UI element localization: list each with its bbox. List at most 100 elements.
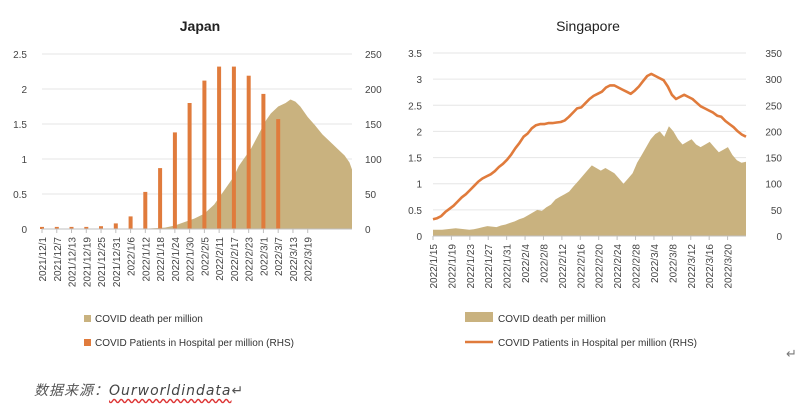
japan-hospital-bar bbox=[113, 223, 118, 229]
singapore-legend-death-label: COVID death per million bbox=[498, 314, 606, 325]
japan-death-area-shape bbox=[42, 99, 352, 229]
japan-x-tick-label: 2022/1/24 bbox=[171, 237, 182, 282]
singapore-hospital-line-path bbox=[432, 72, 747, 221]
japan-hospital-bar bbox=[246, 75, 251, 229]
japan-chart-title: Japan bbox=[180, 18, 220, 34]
japan-x-tick-label: 2022/1/18 bbox=[156, 237, 167, 282]
singapore-x-tick-label: 2022/3/16 bbox=[705, 244, 716, 289]
japan-death-area bbox=[42, 99, 352, 229]
singapore-x-tick-label: 2022/1/31 bbox=[503, 244, 514, 289]
japan-left-tick-label: 0.5 bbox=[13, 190, 27, 201]
japan-hospital-bar bbox=[143, 191, 148, 229]
source-para-mark: ↵ bbox=[231, 383, 245, 399]
singapore-x-tick-label: 2022/2/24 bbox=[613, 244, 624, 289]
japan-x-tick-label: 2021/12/19 bbox=[82, 237, 93, 287]
japan-hospital-bar bbox=[261, 93, 266, 230]
japan-x-tick-label: 2021/12/25 bbox=[97, 237, 108, 287]
japan-hospital-bar bbox=[69, 226, 74, 229]
japan-legend: COVID death per million COVID Patients in… bbox=[84, 314, 294, 349]
japan-right-tick-label: 100 bbox=[365, 155, 382, 166]
japan-x-tick-label: 2022/3/19 bbox=[304, 237, 315, 282]
japan-hospital-bar bbox=[202, 80, 207, 229]
source-note: 数据来源：Ourworldindata↵ bbox=[34, 380, 244, 400]
singapore-left-tick-label: 1 bbox=[416, 180, 422, 191]
japan-right-tick-label: 0 bbox=[365, 225, 371, 236]
japan-left-tick-label: 2.5 bbox=[13, 50, 27, 61]
japan-left-tick-label: 2 bbox=[21, 85, 27, 96]
singapore-chart-title: Singapore bbox=[556, 18, 620, 34]
japan-hospital-bar bbox=[217, 66, 222, 229]
singapore-legend-hospital-label: COVID Patients in Hospital per million (… bbox=[498, 338, 697, 349]
japan-legend-hospital-label: COVID Patients in Hospital per million (… bbox=[95, 338, 294, 349]
singapore-x-tick-label: 2022/3/20 bbox=[724, 244, 735, 289]
japan-x-tick-label: 2021/12/31 bbox=[112, 237, 123, 287]
singapore-right-tick-label: 50 bbox=[771, 206, 783, 217]
singapore-left-tick-label: 1.5 bbox=[408, 154, 422, 165]
singapore-left-tick-label: 2.5 bbox=[408, 101, 422, 112]
singapore-left-tick-label: 0 bbox=[416, 232, 422, 243]
japan-x-tick-label: 2021/12/13 bbox=[68, 237, 79, 287]
singapore-chart: Singapore 0 0.5 1 1.5 2 2.5 3 3.5 0 50 100 150 200 25… bbox=[408, 18, 783, 349]
singapore-x-tick-label: 2022/1/15 bbox=[429, 244, 440, 289]
japan-x-tick-label: 2022/3/1 bbox=[259, 237, 270, 276]
japan-hospital-bar bbox=[276, 119, 281, 229]
japan-x-tick-label: 2022/3/13 bbox=[289, 237, 300, 282]
japan-left-tick-label: 1.5 bbox=[13, 120, 27, 131]
japan-hospital-bar bbox=[231, 66, 236, 229]
source-label: 数据来源： bbox=[34, 383, 109, 399]
paragraph-mark: ↵ bbox=[786, 346, 797, 361]
japan-x-tick-label: 2021/12/1 bbox=[38, 237, 49, 282]
japan-x-tick-label: 2022/1/30 bbox=[186, 237, 197, 282]
singapore-x-tick-label: 2022/1/19 bbox=[447, 244, 458, 289]
japan-right-tick-label: 50 bbox=[365, 190, 377, 201]
singapore-right-tick-label: 200 bbox=[765, 127, 782, 138]
japan-hospital-bar bbox=[172, 132, 177, 229]
singapore-left-tick-label: 3.5 bbox=[408, 49, 422, 60]
singapore-right-tick-label: 250 bbox=[765, 101, 782, 112]
japan-legend-death-swatch bbox=[84, 315, 91, 322]
singapore-left-tick-label: 2 bbox=[416, 127, 422, 138]
singapore-x-tick-label: 2022/3/4 bbox=[650, 244, 661, 283]
japan-right-tick-label: 200 bbox=[365, 85, 382, 96]
singapore-x-tick-label: 2022/2/12 bbox=[558, 244, 569, 289]
singapore-right-tick-label: 0 bbox=[776, 232, 782, 243]
singapore-gridlines bbox=[433, 52, 746, 211]
singapore-x-tick-label: 2022/2/28 bbox=[632, 244, 643, 289]
singapore-right-tick-label: 150 bbox=[765, 154, 782, 165]
japan-hospital-bar bbox=[128, 216, 133, 229]
japan-hospital-bar bbox=[54, 226, 59, 229]
japan-x-tick-label: 2022/2/5 bbox=[200, 237, 211, 276]
singapore-death-area-shape bbox=[433, 126, 746, 236]
japan-x-tick-label: 2021/12/7 bbox=[53, 237, 64, 282]
singapore-left-tick-label: 3 bbox=[416, 75, 422, 86]
japan-chart: Japan 0 0.5 1 1.5 2 2.5 0 50 100 150 200 250 2021/12… bbox=[13, 18, 382, 349]
japan-left-tick-label: 0 bbox=[21, 225, 27, 236]
japan-hospital-bar bbox=[99, 226, 103, 229]
source-brand: Ourworldindata bbox=[109, 383, 232, 399]
japan-x-tick-label: 2022/3/7 bbox=[274, 237, 285, 276]
singapore-x-tick-label: 2022/3/8 bbox=[668, 244, 679, 283]
japan-right-tick-label: 250 bbox=[365, 50, 382, 61]
singapore-right-tick-label: 300 bbox=[765, 75, 782, 86]
singapore-x-tick-label: 2022/2/20 bbox=[595, 244, 606, 289]
japan-hospital-bars bbox=[40, 66, 281, 230]
japan-hospital-bar bbox=[158, 168, 163, 229]
japan-left-tick-label: 1 bbox=[21, 155, 27, 166]
singapore-x-tick-label: 2022/3/12 bbox=[687, 244, 698, 289]
singapore-x-tick-label: 2022/2/4 bbox=[521, 244, 532, 283]
japan-right-tick-label: 150 bbox=[365, 120, 382, 131]
japan-hospital-bar bbox=[187, 103, 192, 229]
singapore-left-tick-label: 0.5 bbox=[408, 206, 422, 217]
japan-axes: 0 0.5 1 1.5 2 2.5 0 50 100 150 200 250 2021/12/1 2021… bbox=[13, 50, 382, 287]
singapore-x-tick-label: 2022/1/23 bbox=[466, 244, 477, 289]
japan-legend-death-label: COVID death per million bbox=[95, 314, 203, 325]
japan-x-tick-label: 2022/1/6 bbox=[127, 237, 138, 276]
japan-hospital-bar bbox=[84, 226, 89, 229]
japan-x-tick-label: 2022/2/17 bbox=[230, 237, 241, 282]
japan-legend-hospital-swatch bbox=[84, 339, 91, 346]
japan-x-tick-label: 2022/2/11 bbox=[215, 237, 226, 281]
singapore-legend-death-swatch bbox=[465, 312, 493, 322]
singapore-legend: COVID death per million COVID Patients in… bbox=[465, 312, 697, 349]
singapore-x-tick-label: 2022/1/27 bbox=[484, 244, 495, 289]
singapore-death-area bbox=[433, 126, 746, 236]
